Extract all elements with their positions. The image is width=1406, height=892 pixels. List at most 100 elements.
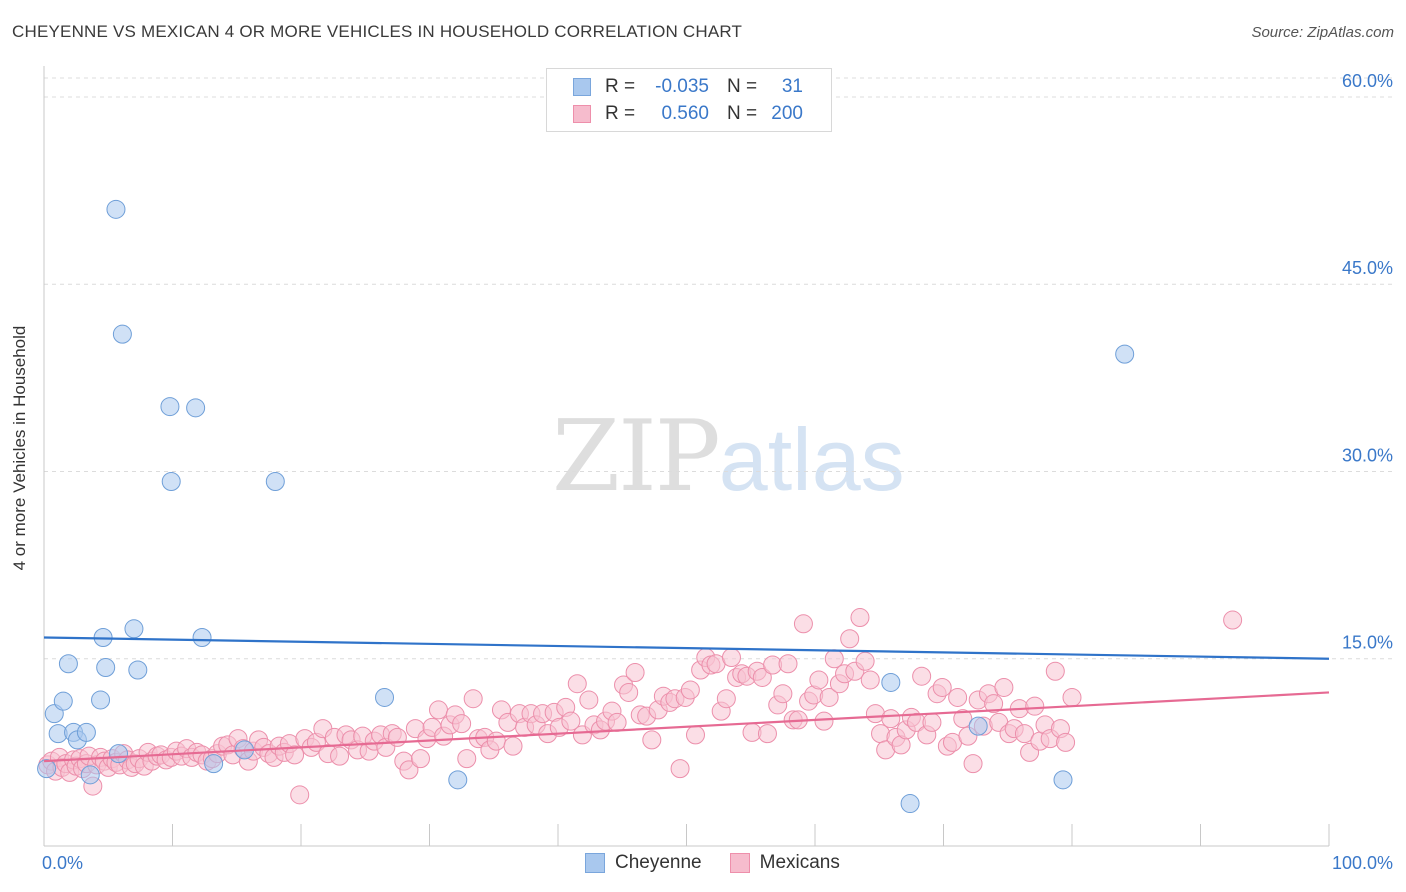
watermark-atlas: atlas [718, 410, 905, 509]
y-axis-label: 4 or more Vehicles in Household [10, 325, 29, 571]
cheyenne-point [186, 398, 206, 418]
legend-r-value: -0.035 [655, 76, 709, 97]
mexicans-point [1056, 732, 1076, 752]
mexicans-point [561, 711, 581, 731]
mexicans-point [399, 760, 419, 780]
mexicans-point [457, 749, 477, 769]
mexicans-point [963, 754, 983, 774]
cheyenne-point [112, 324, 132, 344]
mexicans-point [680, 680, 700, 700]
mexicans-point [503, 736, 523, 756]
cheyenne-point [160, 397, 180, 417]
mexicans-point [642, 730, 662, 750]
mexicans-point [607, 712, 627, 732]
cheyenne-point [53, 691, 73, 711]
cheyenne-point [448, 770, 468, 790]
cheyenne-point [37, 759, 57, 779]
cheyenne-point [265, 471, 285, 491]
cheyenne-point [91, 690, 111, 710]
legend-label-mexicans: Mexicans [759, 852, 840, 873]
cheyenne-point [106, 199, 126, 219]
cheyenne-point [968, 716, 988, 736]
y-tick-label: 45.0% [1342, 258, 1393, 278]
mexicans-point [428, 700, 448, 720]
legend-r-label: R = [605, 76, 636, 97]
stats-legend: R = -0.035 N = 31 R = 0.560 N = 200 [546, 68, 832, 132]
cheyenne-point [128, 660, 148, 680]
axes [43, 66, 1330, 847]
legend-n-label: N = [727, 103, 758, 124]
mexicans-point [721, 647, 741, 667]
gridlines [44, 77, 1392, 660]
cheyenne-point [375, 687, 395, 707]
cheyenne-point [109, 744, 129, 764]
mexicans-point [486, 731, 506, 751]
chart-source: Source: ZipAtlas.com [1251, 24, 1394, 41]
mexicans-point [984, 694, 1004, 714]
mexicans-point [778, 654, 798, 674]
chart-title: CHEYENNE VS MEXICAN 4 OR MORE VEHICLES I… [12, 22, 743, 41]
mexicans-point [953, 709, 973, 729]
mexicans-point [685, 725, 705, 745]
legend-swatch-cheyenne [585, 853, 605, 873]
legend-n-value: 31 [781, 76, 803, 97]
mexicans-point [387, 727, 407, 747]
mexicans-point [716, 689, 736, 709]
legend-n-label: N = [727, 76, 758, 97]
cheyenne-point [76, 722, 96, 742]
cheyenne-point [80, 765, 100, 785]
legend-item-cheyenne[interactable]: Cheyenne [585, 852, 702, 874]
mexicans-point [1062, 687, 1082, 707]
mexicans-point [452, 714, 472, 734]
mexicans-point [757, 724, 777, 744]
mexicans-point [922, 712, 942, 732]
cheyenne-point [1115, 344, 1135, 364]
mexicans-point [809, 670, 829, 690]
mexicans-point [330, 746, 350, 766]
legend-r-label: R = [605, 103, 636, 124]
mexicans-point [824, 649, 844, 669]
legend-n-value: 200 [771, 103, 803, 124]
legend-r-value: 0.560 [661, 103, 709, 124]
mexicans-point [819, 687, 839, 707]
legend-label-cheyenne: Cheyenne [615, 852, 702, 873]
mexicans-point [290, 785, 310, 805]
mexicans-point [932, 677, 952, 697]
watermark: ZIPatlas [552, 400, 905, 514]
mexicans-point [1014, 724, 1034, 744]
mexicans-point [619, 682, 639, 702]
mexicans-point [881, 709, 901, 729]
x-tick-label-min: 0.0% [42, 853, 83, 873]
watermark-zip: ZIP [552, 400, 721, 514]
legend-row-mexicans: R = 0.560 N = 200 [573, 102, 803, 126]
y-tick-label: 30.0% [1342, 445, 1393, 465]
mexicans-point [579, 690, 599, 710]
cheyenne-point [881, 672, 901, 692]
cheyenne-point [124, 619, 144, 639]
mexicans-point [1223, 610, 1243, 630]
cheyenne-point [161, 471, 181, 491]
series-legend: Cheyenne Mexicans [585, 852, 868, 874]
mexicans-point [1045, 661, 1065, 681]
mexicans-point [948, 687, 968, 707]
cheyenne-point [900, 794, 920, 814]
x-tick-label-max: 100.0% [1332, 853, 1393, 873]
mexicans-point [793, 614, 813, 634]
mexicans-point [285, 745, 305, 765]
y-tick-label: 15.0% [1342, 633, 1393, 653]
cheyenne-trend-line [43, 636, 1330, 660]
legend-swatch-mexicans [729, 853, 750, 873]
mexicans-point [625, 662, 645, 682]
mexicans-point [1025, 696, 1045, 716]
mexicans-point [912, 666, 932, 686]
mexicans-point [567, 674, 587, 694]
legend-swatch-mexicans [573, 105, 591, 123]
mexicans-point [860, 670, 880, 690]
mexicans-point [411, 749, 431, 769]
y-tick-label: 60.0% [1342, 71, 1393, 91]
cheyenne-point [58, 654, 78, 674]
legend-item-mexicans[interactable]: Mexicans [729, 852, 840, 874]
mexicans-point [855, 651, 875, 671]
mexicans-point [814, 711, 834, 731]
